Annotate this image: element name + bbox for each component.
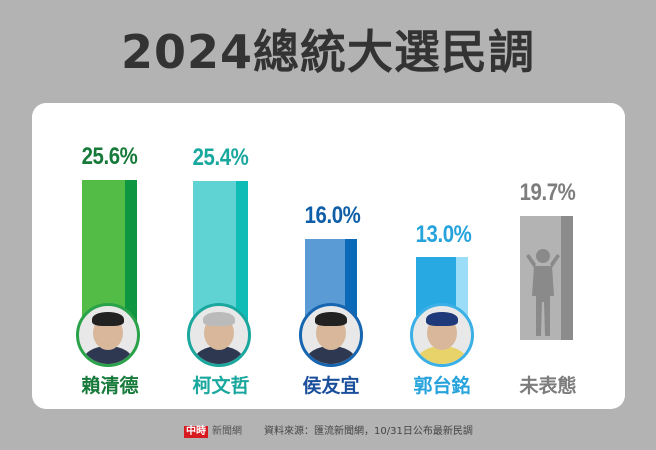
silhouette-icon: [526, 249, 560, 336]
candidate-name: 郭台銘: [413, 375, 471, 397]
avatar-ko: [187, 303, 251, 367]
footer: 中時 新聞網 資料來源：匯流新聞網，10/31日公布最新民調: [0, 425, 656, 441]
logo-text: 新聞網: [212, 426, 242, 437]
chart-card: 25.6% 賴清德 25.4% 柯文哲 16.0% 侯友宜: [32, 103, 625, 409]
candidate-name: 未表態: [519, 375, 577, 397]
percent-label: 19.7%: [519, 179, 576, 206]
avatar-hou: [299, 303, 363, 367]
avatar-lai: [76, 303, 140, 367]
chart-title: 2024總統大選民調: [120, 25, 536, 79]
percent-label: 13.0%: [415, 221, 472, 248]
percent-label: 25.4%: [192, 144, 249, 171]
candidate-name: 侯友宜: [302, 375, 360, 397]
candidate-name: 賴清德: [81, 375, 139, 397]
percent-label: 16.0%: [304, 202, 361, 229]
avatar-gou: [410, 303, 474, 367]
candidate-name: 柯文哲: [192, 375, 250, 397]
logo-badge: 中時: [184, 426, 208, 438]
source-note: 資料來源：匯流新聞網，10/31日公布最新民調: [264, 426, 473, 437]
bar-undecided: [520, 216, 573, 340]
percent-label: 25.6%: [81, 143, 138, 170]
